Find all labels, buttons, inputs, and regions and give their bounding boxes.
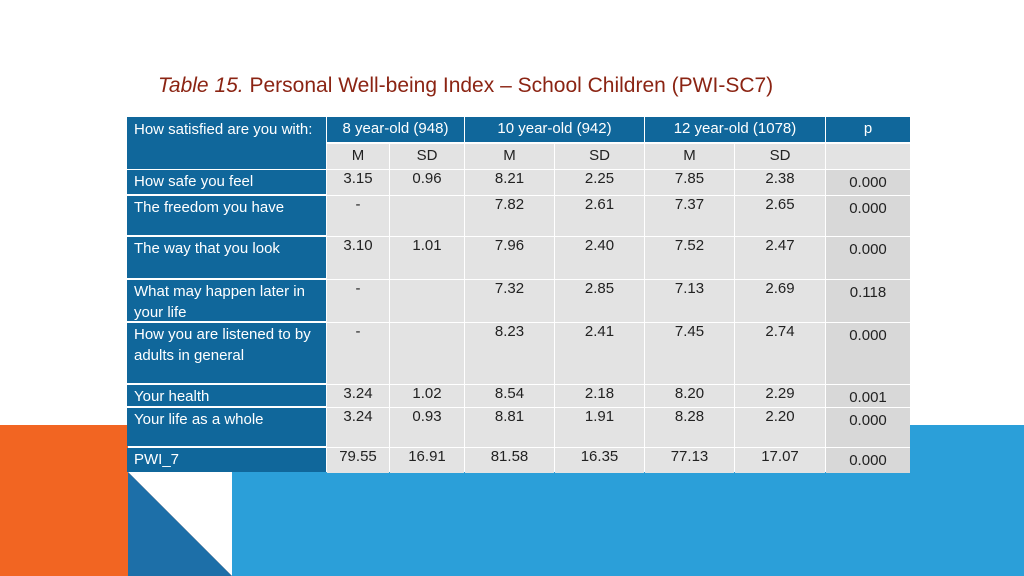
value-cell: 8.23 bbox=[465, 323, 554, 384]
value-cell: 7.45 bbox=[645, 323, 734, 384]
value-cell: 16.91 bbox=[390, 448, 464, 473]
value-cell: 3.24 bbox=[327, 385, 389, 407]
group-header: 8 year-old (948) bbox=[327, 117, 464, 142]
value-cell: 3.24 bbox=[327, 408, 389, 447]
value-cell: 77.13 bbox=[645, 448, 734, 473]
value-cell: 7.52 bbox=[645, 237, 734, 279]
value-cell: - bbox=[327, 280, 389, 322]
subheader-cell: M bbox=[645, 144, 734, 169]
value-cell: 79.55 bbox=[327, 448, 389, 473]
value-cell: 2.85 bbox=[555, 280, 644, 322]
row-label: What may happen later in your life bbox=[127, 280, 326, 321]
value-cell: - bbox=[327, 196, 389, 236]
value-cell: 2.61 bbox=[555, 196, 644, 236]
p-value-cell: 0.118 bbox=[826, 280, 910, 322]
value-cell: 8.81 bbox=[465, 408, 554, 447]
table-title: Personal Well-being Index – School Child… bbox=[249, 74, 774, 97]
value-cell: 3.10 bbox=[327, 237, 389, 279]
value-cell: 16.35 bbox=[555, 448, 644, 473]
subheader-cell: SD bbox=[390, 144, 464, 169]
value-cell: 2.20 bbox=[735, 408, 825, 447]
page-title: Table 15. Personal Well-being Index – Sc… bbox=[158, 74, 773, 98]
group-header: p bbox=[826, 117, 910, 142]
value-cell: 2.74 bbox=[735, 323, 825, 384]
value-cell: 8.20 bbox=[645, 385, 734, 407]
value-cell: 7.37 bbox=[645, 196, 734, 236]
value-cell: 2.25 bbox=[555, 170, 644, 195]
p-value-cell: 0.000 bbox=[826, 323, 910, 384]
row-label: Your health bbox=[127, 385, 326, 406]
row-label: The freedom you have bbox=[127, 196, 326, 235]
dark-blue-corner-shape bbox=[128, 472, 232, 576]
light-blue-band-shape bbox=[910, 425, 1024, 472]
corner-label: How satisfied are you with: bbox=[127, 117, 326, 169]
value-cell: 17.07 bbox=[735, 448, 825, 473]
row-label: The way that you look bbox=[127, 237, 326, 278]
value-cell: 1.01 bbox=[390, 237, 464, 279]
value-cell: 7.13 bbox=[645, 280, 734, 322]
group-header: 12 year-old (1078) bbox=[645, 117, 825, 142]
value-cell bbox=[390, 280, 464, 322]
p-value-cell: 0.000 bbox=[826, 448, 910, 473]
value-cell: 7.85 bbox=[645, 170, 734, 195]
subheader-cell: SD bbox=[555, 144, 644, 169]
p-value-cell: 0.000 bbox=[826, 408, 910, 447]
p-value-cell: 0.000 bbox=[826, 237, 910, 279]
row-label: Your life as a whole bbox=[127, 408, 326, 446]
value-cell: 2.38 bbox=[735, 170, 825, 195]
value-cell: 81.58 bbox=[465, 448, 554, 473]
value-cell: 2.65 bbox=[735, 196, 825, 236]
p-value-cell: 0.001 bbox=[826, 385, 910, 407]
subheader-cell: SD bbox=[735, 144, 825, 169]
subheader-cell bbox=[826, 144, 910, 169]
subheader-cell: M bbox=[465, 144, 554, 169]
value-cell: 0.96 bbox=[390, 170, 464, 195]
value-cell bbox=[390, 323, 464, 384]
value-cell: 2.18 bbox=[555, 385, 644, 407]
row-label: PWI_7 bbox=[127, 448, 326, 472]
value-cell: 2.40 bbox=[555, 237, 644, 279]
group-header: 10 year-old (942) bbox=[465, 117, 644, 142]
value-cell: 2.41 bbox=[555, 323, 644, 384]
value-cell: 8.28 bbox=[645, 408, 734, 447]
p-value-cell: 0.000 bbox=[826, 196, 910, 236]
value-cell: 7.82 bbox=[465, 196, 554, 236]
value-cell: 8.21 bbox=[465, 170, 554, 195]
value-cell: 2.69 bbox=[735, 280, 825, 322]
value-cell: 7.96 bbox=[465, 237, 554, 279]
value-cell: 2.47 bbox=[735, 237, 825, 279]
value-cell: 8.54 bbox=[465, 385, 554, 407]
value-cell: 3.15 bbox=[327, 170, 389, 195]
value-cell: 0.93 bbox=[390, 408, 464, 447]
value-cell: 2.29 bbox=[735, 385, 825, 407]
row-label: How you are listened to by adults in gen… bbox=[127, 323, 326, 383]
blue-band-shape bbox=[232, 472, 1024, 576]
table-number: Table 15. bbox=[158, 74, 244, 97]
p-value-cell: 0.000 bbox=[826, 170, 910, 195]
value-cell bbox=[390, 196, 464, 236]
value-cell: 1.91 bbox=[555, 408, 644, 447]
subheader-cell: M bbox=[327, 144, 389, 169]
value-cell: 1.02 bbox=[390, 385, 464, 407]
row-label: How safe you feel bbox=[127, 170, 326, 194]
value-cell: - bbox=[327, 323, 389, 384]
value-cell: 7.32 bbox=[465, 280, 554, 322]
